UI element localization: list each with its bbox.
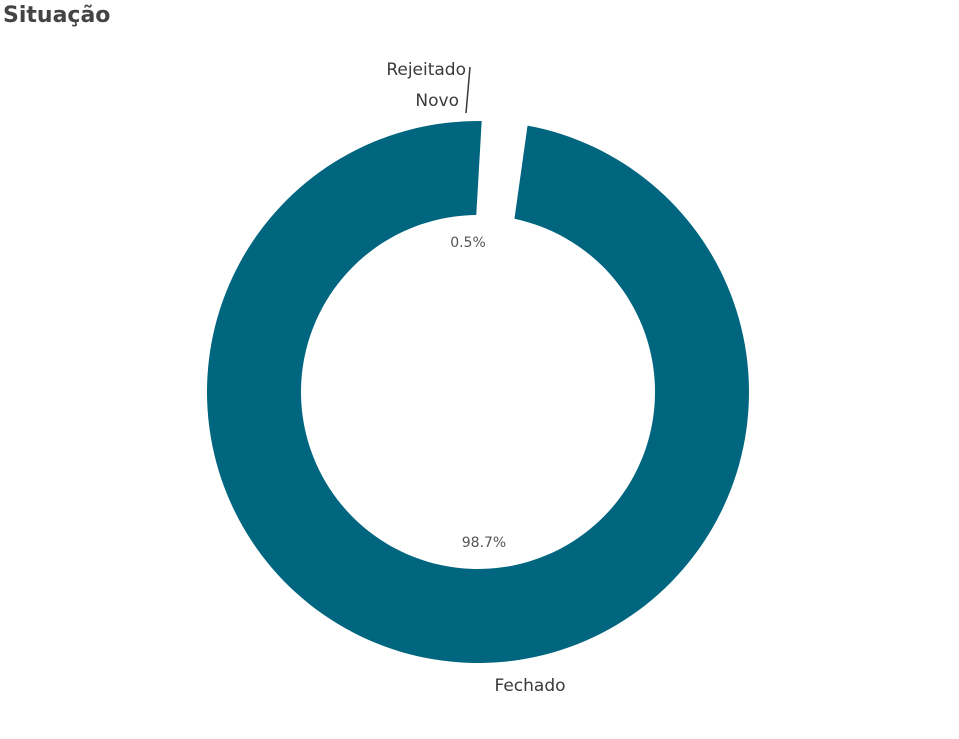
slice-label-fechado: Fechado xyxy=(494,676,565,696)
slice-fechado[interactable] xyxy=(207,120,750,663)
chart-title: Situação xyxy=(3,3,111,28)
slice-label-rejeitado: Rejeitado xyxy=(386,60,466,80)
value-label-fechado: 98.7% xyxy=(462,535,506,551)
value-label-novo: 0.5% xyxy=(450,235,486,251)
leader-line xyxy=(465,66,471,114)
slice-label-novo: Novo xyxy=(415,91,459,111)
